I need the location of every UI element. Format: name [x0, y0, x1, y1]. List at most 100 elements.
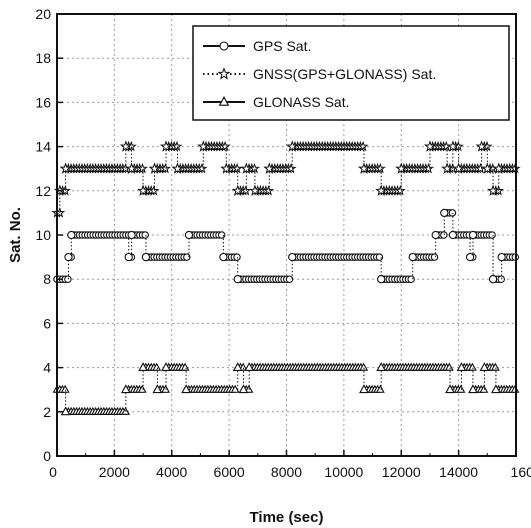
glonass-marker: [218, 96, 230, 106]
gps-marker: [440, 208, 449, 218]
glonass-marker: [244, 362, 255, 372]
y-tick-label: 20: [35, 6, 51, 22]
gnss-marker: [286, 140, 299, 152]
y-tick-label: 10: [35, 227, 51, 243]
gps-marker: [233, 253, 241, 261]
x-tick-label: 8000: [271, 464, 302, 480]
gps-marker: [497, 252, 506, 262]
gps-marker: [67, 230, 76, 240]
gnss-marker: [395, 162, 408, 174]
y-tick-label: 4: [43, 360, 51, 376]
gps-marker: [408, 252, 417, 262]
gps-marker: [407, 275, 415, 283]
gps-marker: [468, 230, 478, 240]
gps-marker: [448, 230, 458, 240]
gnss-marker: [240, 162, 253, 174]
gnss-marker: [231, 184, 244, 196]
gnss-marker: [197, 140, 210, 152]
gnss-marker: [394, 184, 406, 196]
gnss-marker: [137, 184, 150, 196]
gnss-marker: [492, 162, 505, 174]
gps-marker: [183, 253, 191, 261]
glonass-marker: [152, 384, 163, 394]
gnss-marker: [148, 184, 160, 196]
x-tick-label: 4000: [156, 464, 187, 480]
gps-marker: [141, 231, 149, 239]
gps-marker: [288, 252, 297, 262]
x-tick-label: 16000: [511, 464, 531, 480]
gnss-marker: [481, 162, 494, 174]
gnss-marker: [357, 162, 370, 174]
gnss-marker: [220, 162, 233, 174]
gps-marker: [430, 253, 439, 261]
gps-marker: [465, 252, 475, 262]
glonass-marker: [376, 362, 387, 372]
gps-marker: [124, 252, 133, 262]
legend-box: [192, 25, 510, 121]
x-tick-label: 6000: [214, 464, 245, 480]
gps-marker: [64, 252, 73, 262]
glonass-marker: [456, 384, 466, 393]
glonass-marker: [491, 384, 501, 394]
gnss-marker: [159, 140, 173, 152]
glonass-marker: [445, 384, 455, 394]
glonass-marker: [180, 362, 190, 371]
y-tick-label: 0: [43, 448, 51, 464]
legend-label: GLONASS Sat.: [253, 94, 349, 110]
gps-marker: [219, 41, 229, 51]
x-tick-label: 0: [49, 464, 57, 480]
glonass-marker: [161, 362, 171, 372]
y-tick-label: 6: [43, 315, 51, 331]
x-tick-label: 14000: [439, 464, 478, 480]
gnss-marker: [374, 162, 386, 174]
gnss-marker: [119, 140, 132, 152]
gnss-marker: [263, 162, 276, 174]
glonass-marker: [359, 362, 369, 371]
gnss-marker: [446, 140, 459, 152]
gnss-marker: [217, 67, 231, 80]
gnss-marker: [171, 162, 184, 174]
gnss-marker: [231, 162, 243, 174]
gnss-marker: [136, 162, 149, 174]
x-tick-label: 10000: [324, 464, 363, 480]
gps-marker: [184, 230, 194, 240]
legend-label: GPS Sat.: [253, 38, 311, 54]
axis-ticks: 0 2 4 6 8 10 12 14 16 18 20 0 2000 4000 6000 8000 10000 1…: [35, 6, 531, 480]
x-tick-label: 2000: [99, 464, 130, 480]
gps-marker: [431, 230, 440, 240]
glonass-marker: [138, 362, 148, 372]
gps-marker: [219, 252, 228, 262]
gps-marker: [233, 275, 242, 284]
glonass-marker: [479, 384, 489, 393]
gnss-marker: [148, 162, 161, 174]
y-axis-label: Sat. No.: [7, 207, 24, 263]
glonass-marker: [181, 384, 191, 394]
glonass-marker: [490, 362, 500, 371]
glonass-marker: [468, 384, 478, 394]
y-tick-label: 8: [43, 271, 51, 287]
y-tick-label: 2: [43, 404, 51, 420]
y-tick-label: 16: [35, 94, 51, 110]
gps-marker: [377, 275, 386, 284]
glonass-marker: [479, 362, 490, 372]
series-3: [52, 362, 520, 416]
gnss-marker: [59, 162, 72, 174]
gps-marker: [141, 252, 151, 262]
gnss-marker: [159, 162, 171, 174]
gnss-marker: [171, 140, 183, 152]
gnss-marker: [263, 184, 275, 196]
gps-marker: [488, 231, 496, 239]
glonass-marker: [467, 362, 477, 371]
gnss-marker: [475, 140, 488, 152]
gnss-marker: [285, 162, 297, 174]
y-tick-label: 18: [35, 50, 51, 66]
glonass-marker: [60, 406, 71, 416]
x-tick-label: 12000: [382, 464, 421, 480]
gnss-marker: [125, 162, 138, 174]
glonass-marker: [444, 362, 454, 371]
glonass-marker: [152, 362, 162, 371]
gnss-marker: [196, 162, 208, 174]
y-tick-label: 14: [35, 139, 51, 155]
plot-series: [51, 140, 521, 416]
